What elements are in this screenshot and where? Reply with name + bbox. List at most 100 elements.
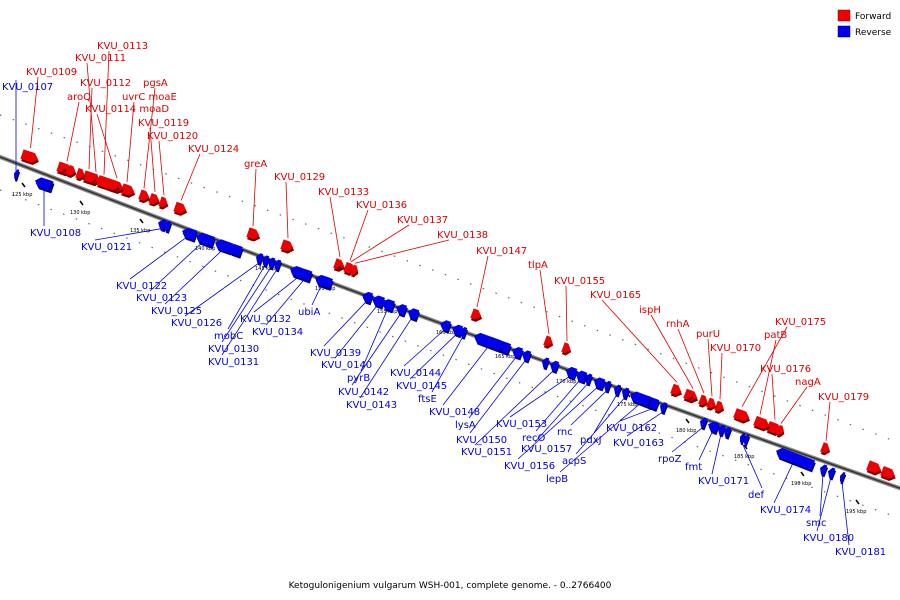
gene-label-puru[interactable]: purU	[696, 329, 720, 340]
gene-label-kvu-0170[interactable]: KVU_0170	[710, 343, 761, 354]
gene-label-kvu-0155[interactable]: KVU_0155	[554, 276, 605, 287]
forward-gene-arrow[interactable]	[879, 466, 898, 483]
gene-label-kvu-0136[interactable]: KVU_0136	[356, 200, 407, 211]
reverse-gene-arrow[interactable]	[298, 268, 313, 284]
gene-label-kvu-0134[interactable]: KVU_0134	[252, 327, 303, 338]
gene-label-ftse[interactable]: ftsE	[418, 394, 437, 405]
reverse-gene-arrow[interactable]	[254, 252, 265, 267]
reverse-gene-arrow[interactable]	[697, 417, 709, 431]
gene-label-reco[interactable]: recO	[522, 433, 546, 444]
gene-label-kvu-0120[interactable]: KVU_0120	[147, 131, 198, 142]
gene-label-kvu-0114-moad[interactable]: KVU_0114 moaD	[85, 104, 169, 115]
reverse-gene-arrow[interactable]	[202, 234, 217, 250]
gene-label-tlpa[interactable]: tlpA	[528, 260, 548, 271]
forward-gene-arrow[interactable]	[96, 175, 122, 194]
forward-gene-arrow[interactable]	[865, 460, 884, 477]
gene-label-mobc[interactable]: mobC	[214, 331, 243, 342]
forward-gene-arrow[interactable]	[561, 342, 574, 357]
reverse-gene-arrow[interactable]	[266, 256, 277, 271]
reverse-gene-arrow[interactable]	[394, 302, 409, 318]
gene-label-kvu-0138[interactable]: KVU_0138	[437, 230, 488, 241]
forward-gene-arrow[interactable]	[173, 201, 190, 218]
gene-label-kvu-0151[interactable]: KVU_0151	[461, 447, 512, 458]
gene-label-kvu-0150[interactable]: KVU_0150	[456, 435, 507, 446]
gene-label-kvu-0123[interactable]: KVU_0123	[136, 293, 187, 304]
reverse-gene-arrow[interactable]	[482, 335, 504, 353]
forward-gene-arrow[interactable]	[543, 335, 556, 351]
gene-label-kvu-0111[interactable]: KVU_0111	[75, 53, 126, 64]
gene-label-kvu-0137[interactable]: KVU_0137	[397, 215, 448, 226]
reverse-gene-arrow[interactable]	[318, 275, 335, 291]
reverse-gene-arrow[interactable]	[837, 471, 847, 485]
gene-label-kvu-0113[interactable]: KVU_0113	[97, 41, 148, 52]
forward-gene-arrow[interactable]	[75, 167, 88, 182]
forward-gene-arrow[interactable]	[705, 397, 718, 413]
gene-label-kvu-0157[interactable]: KVU_0157	[521, 444, 572, 455]
forward-gene-arrow[interactable]	[138, 189, 153, 205]
gene-label-kvu-0108[interactable]: KVU_0108	[30, 228, 81, 239]
gene-label-def[interactable]: def	[748, 490, 765, 501]
gene-label-aroq[interactable]: aroQ	[67, 92, 91, 103]
gene-label-kvu-0140[interactable]: KVU_0140	[321, 360, 372, 371]
forward-gene-arrow[interactable]	[682, 388, 695, 404]
reverse-gene-arrow[interactable]	[647, 397, 660, 412]
reverse-gene-arrow[interactable]	[709, 421, 721, 436]
gene-label-kvu-0126[interactable]: KVU_0126	[171, 318, 222, 329]
reverse-gene-arrow[interactable]	[657, 401, 669, 416]
gene-label-pdxj[interactable]: pdxJ	[580, 435, 602, 446]
forward-gene-arrow[interactable]	[819, 442, 832, 457]
gene-label-kvu-0129[interactable]: KVU_0129	[274, 172, 325, 183]
reverse-gene-arrow[interactable]	[410, 308, 421, 323]
gene-label-kvu-0130[interactable]: KVU_0130	[208, 344, 259, 355]
reverse-gene-arrow[interactable]	[498, 341, 513, 356]
gene-label-rnha[interactable]: rnhA	[666, 319, 690, 330]
gene-label-lepb[interactable]: lepB	[546, 474, 568, 485]
gene-label-kvu-0131[interactable]: KVU_0131	[208, 357, 259, 368]
forward-gene-arrow[interactable]	[66, 164, 79, 179]
gene-label-kvu-0145[interactable]: KVU_0145	[396, 381, 447, 392]
reverse-gene-arrow[interactable]	[380, 297, 397, 314]
forward-gene-arrow[interactable]	[713, 400, 726, 416]
forward-gene-arrow[interactable]	[148, 193, 163, 208]
forward-gene-arrow[interactable]	[775, 424, 786, 439]
reverse-gene-arrow[interactable]	[715, 423, 727, 438]
gene-label-kvu-0171[interactable]: KVU_0171	[698, 476, 749, 487]
gene-label-kvu-0174[interactable]: KVU_0174	[760, 505, 811, 516]
gene-label-naga[interactable]: nagA	[795, 377, 821, 388]
gene-label-ubia[interactable]: ubiA	[298, 307, 320, 318]
gene-label-rnc[interactable]: rnc	[557, 427, 573, 438]
gene-label-kvu-0176[interactable]: KVU_0176	[760, 364, 811, 375]
reverse-gene-arrow[interactable]	[370, 294, 387, 310]
gene-label-kvu-0181[interactable]: KVU_0181	[835, 547, 886, 558]
gene-label-kvu-0180[interactable]: KVU_0180	[803, 533, 854, 544]
forward-gene-arrow[interactable]	[86, 171, 99, 186]
gene-label-kvu-0109[interactable]: KVU_0109	[26, 67, 77, 78]
gene-label-kvu-0147[interactable]: KVU_0147	[476, 246, 527, 257]
forward-gene-arrow[interactable]	[757, 417, 772, 433]
gene-label-kvu-0132[interactable]: KVU_0132	[240, 314, 291, 325]
reverse-gene-arrow[interactable]	[741, 434, 751, 447]
reverse-gene-arrow[interactable]	[520, 349, 533, 364]
gene-label-kvu-0179[interactable]: KVU_0179	[818, 392, 869, 403]
gene-label-kvu-0125[interactable]: KVU_0125	[151, 306, 202, 317]
gene-label-kvu-0175[interactable]: KVU_0175	[775, 317, 826, 328]
reverse-gene-arrow[interactable]	[620, 387, 631, 401]
gene-label-kvu-0144[interactable]: KVU_0144	[390, 368, 441, 379]
gene-label-lysa[interactable]: lysA	[455, 420, 476, 431]
forward-gene-arrow[interactable]	[470, 308, 485, 323]
forward-gene-arrow[interactable]	[669, 383, 684, 399]
forward-gene-arrow[interactable]	[248, 228, 263, 243]
gene-label-isph[interactable]: ispH	[639, 305, 661, 316]
reverse-gene-arrow[interactable]	[548, 359, 561, 374]
reverse-gene-arrow[interactable]	[540, 356, 551, 371]
gene-label-kvu-0122[interactable]: KVU_0122	[116, 281, 167, 292]
reverse-gene-arrow[interactable]	[638, 393, 653, 409]
forward-gene-arrow[interactable]	[697, 394, 710, 410]
gene-label-kvu-0133[interactable]: KVU_0133	[318, 187, 369, 198]
reverse-gene-arrow[interactable]	[510, 345, 525, 361]
reverse-gene-arrow[interactable]	[602, 380, 613, 394]
reverse-gene-arrow[interactable]	[578, 371, 589, 385]
gene-label-kvu-0121[interactable]: KVU_0121	[81, 242, 132, 253]
gene-label-acps[interactable]: acpS	[562, 456, 586, 467]
reverse-gene-arrow[interactable]	[12, 169, 21, 182]
